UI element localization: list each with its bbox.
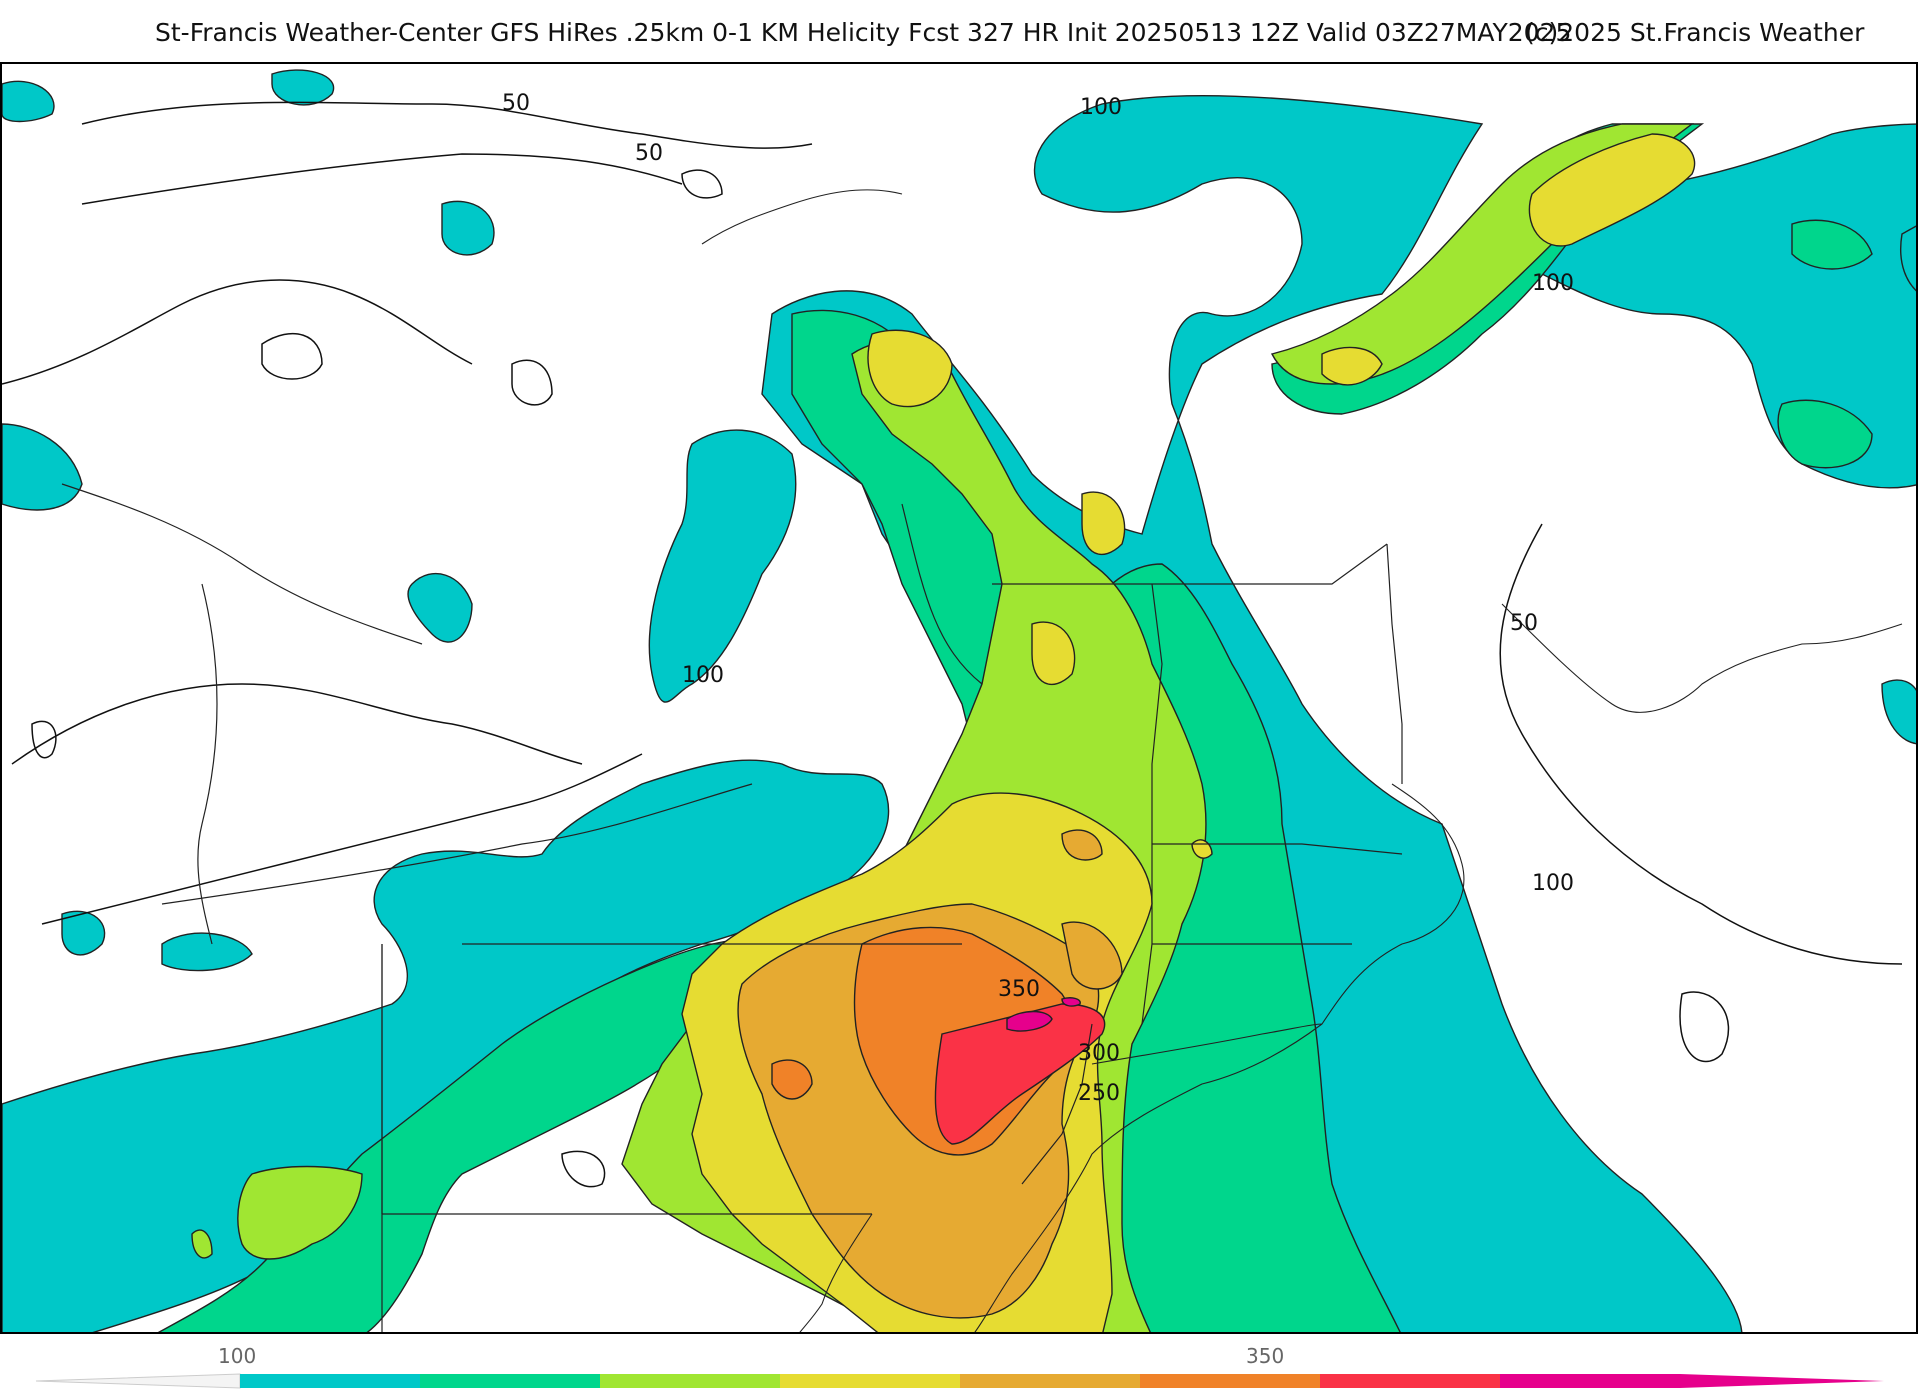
boundary-ontario-1 bbox=[61, 483, 423, 645]
contour-50-loop-1 bbox=[261, 333, 323, 380]
contour-label: 250 bbox=[1078, 1081, 1120, 1106]
colorbar-right-arrow bbox=[1680, 1374, 1884, 1388]
cyan-region-small-1 bbox=[161, 932, 253, 972]
coast-long-island bbox=[1091, 1023, 1323, 1065]
copyright-text: (c)2025 St.Francis Weather bbox=[1525, 18, 1865, 47]
ygreen-region-west bbox=[237, 1165, 363, 1260]
boundary-vt-nh bbox=[1151, 583, 1163, 844]
helicity-map: 50 50 100 100 100 50 100 100 350 300 250 bbox=[2, 64, 1916, 1332]
colorbar-left-arrow bbox=[35, 1373, 241, 1389]
contour-label: 100 bbox=[1532, 871, 1574, 896]
boundary-ma-north bbox=[1152, 843, 1403, 855]
contour-label: 100 bbox=[682, 663, 724, 688]
colorbar: 100 350 bbox=[0, 1334, 1920, 1400]
colorbar-segment bbox=[420, 1374, 600, 1388]
yellow-region-ct bbox=[1031, 621, 1076, 686]
coast-chesapeake bbox=[799, 1213, 873, 1332]
colorbar-segment bbox=[1140, 1374, 1320, 1388]
contour-50-line-5 bbox=[41, 753, 643, 925]
boundary-ontario-2 bbox=[197, 583, 218, 945]
fill-band-450 bbox=[1006, 997, 1081, 1032]
boundary-ontario-3 bbox=[161, 783, 753, 905]
contour-50-loop-6 bbox=[31, 720, 57, 759]
colorbar-segment bbox=[960, 1374, 1140, 1388]
cyan-region-small-6 bbox=[2, 423, 83, 511]
contour-label: 100 bbox=[1080, 95, 1122, 120]
contour-50-loop-3 bbox=[681, 169, 723, 199]
cyan-region-small-2 bbox=[407, 573, 473, 643]
boundary-nj bbox=[1021, 1023, 1093, 1185]
contour-label: 100 bbox=[1532, 271, 1574, 296]
cyan-region-small-3 bbox=[441, 200, 495, 256]
colorbar-tick-label: 100 bbox=[218, 1344, 257, 1368]
cyan-region-small-7 bbox=[1900, 225, 1916, 292]
map-title: St-Francis Weather-Center GFS HiRes .25k… bbox=[155, 18, 1572, 47]
contour-label: 300 bbox=[1078, 1041, 1120, 1066]
contour-50-loop-4 bbox=[1679, 991, 1730, 1063]
coast-atlantic bbox=[974, 783, 1465, 1332]
yellow-region-ne bbox=[1528, 133, 1696, 247]
boundary-quebec-2 bbox=[901, 503, 983, 685]
contour-50-loop-5 bbox=[561, 1150, 606, 1188]
contour-label: 350 bbox=[998, 977, 1040, 1002]
coast-maine bbox=[1501, 603, 1903, 713]
lorange-region-east bbox=[1061, 921, 1123, 990]
coastlines bbox=[701, 189, 1903, 1332]
contour-label: 50 bbox=[1510, 611, 1538, 636]
lorange-region-ny bbox=[1061, 829, 1103, 861]
yellow-region-north-1 bbox=[867, 329, 953, 408]
coast-hudson-bay-edge bbox=[701, 189, 903, 245]
contour-lines-50 bbox=[2, 101, 1903, 1188]
boundary-me-nh bbox=[1386, 543, 1403, 784]
contour-50-line-1 bbox=[81, 101, 813, 149]
contour-50-line-2 bbox=[81, 153, 683, 205]
colorbar-segment bbox=[1320, 1374, 1500, 1388]
colorbar-tick-label: 350 bbox=[1246, 1344, 1285, 1368]
colorbar-segment bbox=[780, 1374, 960, 1388]
orange-region-west bbox=[771, 1059, 813, 1100]
fill-band-400 bbox=[934, 1003, 1106, 1145]
magenta-region-core-2 bbox=[1061, 997, 1081, 1007]
contour-label: 50 bbox=[502, 91, 530, 116]
contour-label: 50 bbox=[635, 141, 663, 166]
cyan-region-small-8 bbox=[1881, 679, 1916, 745]
magenta-region-core bbox=[1006, 1010, 1053, 1032]
colorbar-strip bbox=[35, 1373, 1884, 1389]
contour-50-loop-2 bbox=[511, 359, 553, 406]
colorbar-segment bbox=[1500, 1374, 1680, 1388]
contour-labels: 50 50 100 100 100 50 100 100 350 300 250 bbox=[502, 91, 1574, 1106]
colorbar-segment bbox=[600, 1374, 780, 1388]
boundary-ny-ct bbox=[1141, 844, 1153, 1025]
contour-50-line-4 bbox=[11, 683, 583, 765]
contour-50-line-6 bbox=[1499, 523, 1903, 965]
yellow-region-ne-2 bbox=[1321, 346, 1383, 386]
map-title-bar: St-Francis Weather-Center GFS HiRes .25k… bbox=[0, 14, 1920, 54]
green-region-east-2 bbox=[1791, 219, 1873, 270]
boundary-quebec bbox=[992, 543, 1388, 585]
map-panel: 50 50 100 100 100 50 100 100 350 300 250 bbox=[0, 62, 1918, 1334]
cyan-region-lake-huron bbox=[648, 429, 797, 703]
cyan-region-small-4 bbox=[271, 69, 335, 106]
red-region-main bbox=[934, 1003, 1106, 1145]
colorbar-segment bbox=[240, 1374, 420, 1388]
contour-50-line-3 bbox=[2, 279, 473, 385]
colorbar-segments bbox=[240, 1374, 1680, 1388]
yellow-region-north-2 bbox=[1081, 491, 1126, 556]
state-boundaries bbox=[61, 483, 1403, 1332]
green-region-east-1 bbox=[1777, 399, 1873, 469]
cyan-region-small-5 bbox=[2, 80, 55, 123]
ygreen-region-sw-blob bbox=[191, 1229, 213, 1259]
